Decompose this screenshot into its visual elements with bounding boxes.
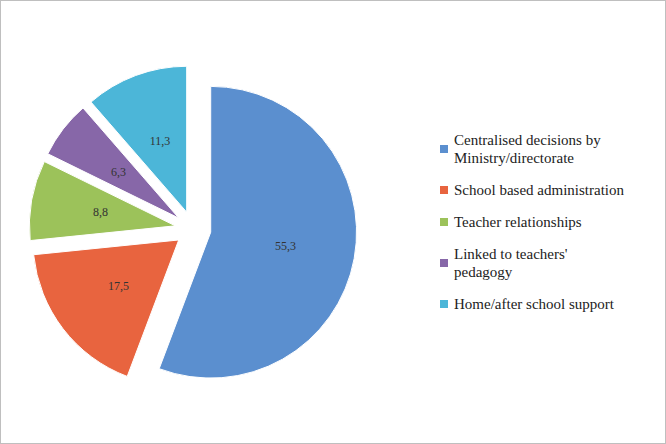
svg-text:Centralised decisions by: Centralised decisions by [454, 132, 604, 148]
svg-text:Teacher relationships: Teacher relationships [454, 214, 582, 230]
svg-text:6,3: 6,3 [111, 165, 126, 179]
svg-text:17,5: 17,5 [108, 279, 129, 293]
svg-text:pedagogy: pedagogy [454, 264, 513, 280]
svg-text:55,3: 55,3 [275, 239, 296, 253]
svg-text:School based administration: School based administration [454, 182, 624, 198]
svg-text:11,3: 11,3 [150, 134, 171, 148]
svg-text:Home/after school support: Home/after school support [454, 296, 615, 312]
svg-text:Linked to teachers': Linked to teachers' [454, 246, 571, 262]
svg-text:Ministry/directorate: Ministry/directorate [454, 150, 574, 166]
svg-text:8,8: 8,8 [93, 205, 108, 219]
